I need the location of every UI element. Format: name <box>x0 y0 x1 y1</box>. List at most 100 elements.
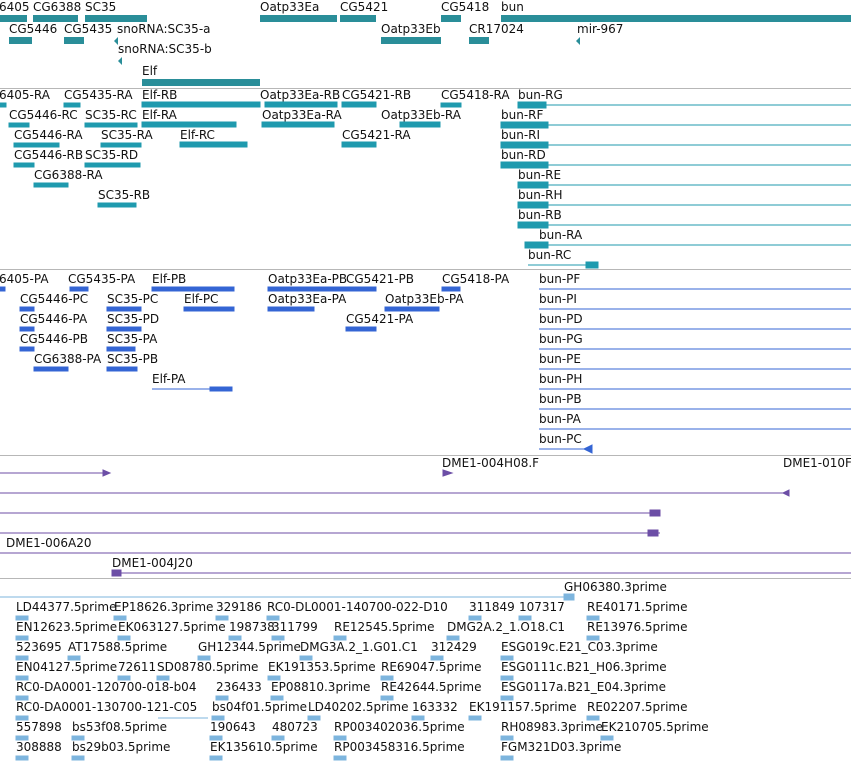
est-label[interactable]: RE42644.5prime <box>381 680 482 694</box>
est-mark[interactable] <box>228 635 242 641</box>
est-mark[interactable] <box>270 695 284 701</box>
protein-label[interactable]: Oatp33Ea-PA <box>268 292 347 306</box>
est-label[interactable]: 107317 <box>519 600 565 614</box>
est-label[interactable]: EN12623.5prime <box>16 620 118 634</box>
protein-label[interactable]: CG5446-PA <box>20 312 88 326</box>
protein-bar[interactable] <box>19 326 35 332</box>
gene-bar[interactable] <box>260 15 337 22</box>
transcript-bar[interactable] <box>0 102 7 108</box>
gene-label[interactable]: CG6388 <box>33 0 82 14</box>
transcript-label[interactable]: SC35-RD <box>85 148 139 162</box>
est-label[interactable]: RE40171.5prime <box>587 600 688 614</box>
est-mark[interactable] <box>333 735 347 741</box>
gene-label[interactable]: mir-967 <box>577 22 624 36</box>
protein-bar[interactable] <box>19 346 35 352</box>
transcript-bar[interactable] <box>33 182 69 188</box>
est-label[interactable]: EK191157.5prime <box>469 700 577 714</box>
est-label[interactable]: 190643 <box>210 720 256 734</box>
est-label[interactable]: DMG2A.2_1.O18.C1 <box>447 620 565 634</box>
protein-bar[interactable] <box>151 286 235 292</box>
est-mark[interactable] <box>211 715 225 721</box>
transcript-bar[interactable] <box>100 142 142 148</box>
est-mark[interactable] <box>380 675 394 681</box>
est-label[interactable]: 72611 <box>118 660 157 674</box>
est-label[interactable]: ESG019c.E21_C03.3prime <box>501 640 658 654</box>
est-mark[interactable] <box>15 695 29 701</box>
est-mark[interactable] <box>215 695 229 701</box>
transcript-label[interactable]: bun-RD <box>501 148 546 162</box>
est-mark[interactable] <box>271 735 285 741</box>
transcript-bar[interactable] <box>440 102 462 108</box>
est-mark[interactable] <box>71 755 85 761</box>
transcript-bar[interactable] <box>8 122 30 128</box>
protein-label[interactable]: bun-PH <box>539 372 583 386</box>
est-label[interactable]: bs04f01.5prime <box>212 700 308 714</box>
est-label[interactable]: GH12344.5prime <box>198 640 301 654</box>
gene-label[interactable]: Oatp33Ea <box>260 0 320 14</box>
protein-bar[interactable] <box>69 286 89 292</box>
gene-label[interactable]: CG5421 <box>340 0 389 14</box>
protein-label[interactable]: CG5421-PB <box>346 272 415 286</box>
gene-bar[interactable] <box>142 79 260 86</box>
gene-bar[interactable] <box>441 15 461 22</box>
est-mark[interactable] <box>113 615 127 621</box>
est-label[interactable]: 312429 <box>431 640 477 654</box>
transcript-label[interactable]: CG5421-RB <box>342 88 412 102</box>
est-mark[interactable] <box>215 615 229 621</box>
protein-bar[interactable] <box>384 306 440 312</box>
est-label[interactable]: LD44377.5prime <box>16 600 117 614</box>
est-mark[interactable] <box>333 635 347 641</box>
protein-bar[interactable] <box>106 346 136 352</box>
protein-label[interactable]: CG6388-PA <box>34 352 102 366</box>
gene-label[interactable]: snoRNA:SC35-b <box>118 42 212 56</box>
transcript-label[interactable]: CG5435-RA <box>64 88 133 102</box>
protein-label[interactable]: CG5446-PC <box>20 292 89 306</box>
transcript-label[interactable]: bun-RA <box>539 228 583 242</box>
est-label[interactable]: AT17588.5prime <box>68 640 168 654</box>
transcript-bar[interactable] <box>13 162 35 168</box>
protein-label[interactable]: SC35-PD <box>107 312 160 326</box>
transcript-label[interactable]: SC35-RC <box>85 108 137 122</box>
gene-label[interactable]: snoRNA:SC35-a <box>117 22 211 36</box>
est-mark[interactable] <box>563 593 575 601</box>
est-label[interactable]: FGM321D03.3prime <box>501 740 622 754</box>
transcript-bar[interactable] <box>84 162 141 168</box>
gene-bar[interactable] <box>340 15 376 22</box>
est-mark[interactable] <box>518 615 532 621</box>
est-mark[interactable] <box>267 675 281 681</box>
protein-label[interactable]: bun-PF <box>539 272 581 286</box>
est-label[interactable]: RE69047.5prime <box>381 660 482 674</box>
protein-bar[interactable] <box>209 386 233 392</box>
est-mark[interactable] <box>500 695 514 701</box>
est-label[interactable]: EK210705.5prime <box>601 720 709 734</box>
est-mark[interactable] <box>71 735 85 741</box>
est-mark[interactable] <box>586 715 600 721</box>
transcript-label[interactable]: 6405-RA <box>0 88 50 102</box>
est-label[interactable]: RE13976.5prime <box>587 620 688 634</box>
est-label[interactable]: 523695 <box>16 640 62 654</box>
est-mark[interactable] <box>15 615 29 621</box>
est-label[interactable]: EK063127.5prime <box>118 620 226 634</box>
protein-label[interactable]: bun-PI <box>539 292 577 306</box>
est-mark[interactable] <box>586 615 600 621</box>
transcript-bar[interactable] <box>13 142 60 148</box>
transcript-label[interactable]: Elf-RB <box>142 88 178 102</box>
transcript-label[interactable]: Oatp33Eb-RA <box>381 108 461 122</box>
protein-label[interactable]: CG5418-PA <box>442 272 510 286</box>
est-label[interactable]: RC0-DA0001-120700-018-b04 <box>16 680 197 694</box>
est-mark[interactable] <box>430 655 444 661</box>
est-label[interactable]: EP18626.3prime <box>114 600 214 614</box>
gene-arrow[interactable] <box>118 57 122 65</box>
est-label[interactable]: bs29b03.5prime <box>72 740 171 754</box>
protein-bar[interactable] <box>106 326 142 332</box>
gene-label[interactable]: Oatp33Eb <box>381 22 441 36</box>
est-mark[interactable] <box>209 755 223 761</box>
clone-label[interactable]: DME1-004J20 <box>112 556 193 570</box>
clone-end[interactable] <box>649 509 661 517</box>
est-label[interactable]: 198738 <box>229 620 275 634</box>
transcript-label[interactable]: bun-RG <box>518 88 563 102</box>
clone-end[interactable] <box>647 529 659 537</box>
est-mark[interactable] <box>468 615 482 621</box>
protein-label[interactable]: CG5446-PB <box>20 332 89 346</box>
transcript-label[interactable]: CG5418-RA <box>441 88 510 102</box>
